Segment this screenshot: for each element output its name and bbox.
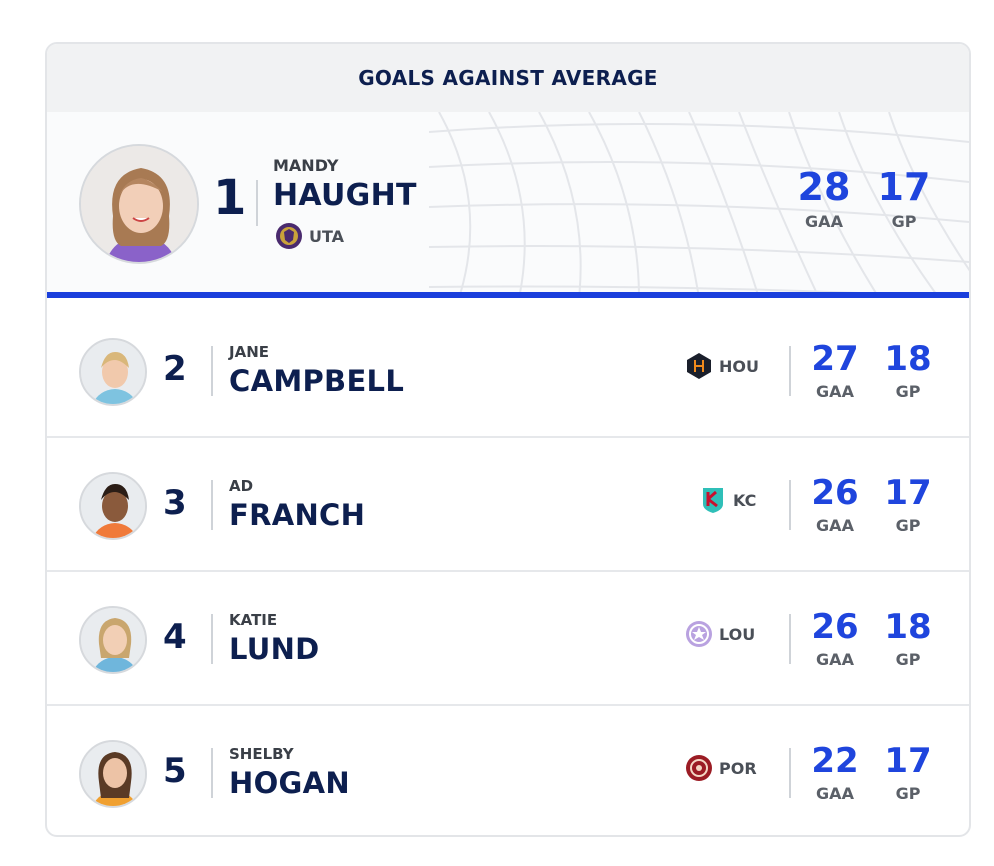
gp-stat: 18 GP xyxy=(877,342,939,401)
team-badge[interactable]: LOU xyxy=(685,620,755,648)
gp-label: GP xyxy=(895,784,921,803)
rank: 2 xyxy=(163,349,187,389)
gp-value: 18 xyxy=(884,607,932,647)
team-badge[interactable]: HOU xyxy=(685,352,759,380)
player-first-name: MANDY xyxy=(273,156,339,175)
gaa-label: GAA xyxy=(816,382,854,401)
gp-label: GP xyxy=(895,650,921,669)
leader-row[interactable]: 1 MANDY HAUGHT UTA 28 GAA 17 GP xyxy=(47,112,969,298)
portland-thorns-crest-icon xyxy=(686,755,712,781)
player-first-name: SHELBY xyxy=(229,745,294,763)
goals-against-average-card: GOALS AGAINST AVERAGE xyxy=(45,42,971,837)
player-first-name: JANE xyxy=(229,343,269,361)
gp-value: 18 xyxy=(884,339,932,379)
gaa-value: 28 xyxy=(797,165,851,209)
team-badge[interactable]: KC xyxy=(699,486,756,514)
card-header: GOALS AGAINST AVERAGE xyxy=(47,44,969,112)
table-row[interactable]: 2 JANE CAMPBELL HOU 27 GAA 18 GP xyxy=(47,304,969,438)
player-last-name[interactable]: LUND xyxy=(229,632,320,666)
team-abbreviation: UTA xyxy=(309,226,345,246)
gp-stat: 17 GP xyxy=(873,168,935,231)
player-first-name: AD xyxy=(229,477,254,495)
table-row[interactable]: 3 AD FRANCH KC 26 GAA 17 GP xyxy=(47,438,969,572)
rank: 3 xyxy=(163,483,187,523)
gaa-label: GAA xyxy=(816,516,854,535)
gaa-label: GAA xyxy=(816,784,854,803)
utah-royals-crest-icon xyxy=(276,223,302,249)
gp-stat: 17 GP xyxy=(877,744,939,803)
player-avatar xyxy=(79,740,147,808)
player-last-name[interactable]: HAUGHT xyxy=(273,178,417,213)
table-row[interactable]: 5 SHELBY HOGAN POR 22 GAA 17 GP xyxy=(47,706,969,835)
divider xyxy=(256,180,258,226)
gp-label: GP xyxy=(895,382,921,401)
rank: 4 xyxy=(163,617,187,657)
card-title: GOALS AGAINST AVERAGE xyxy=(358,66,658,90)
team-abbreviation: POR xyxy=(719,758,757,778)
team-abbreviation: LOU xyxy=(719,624,756,644)
gp-value: 17 xyxy=(877,165,931,209)
gp-stat: 18 GP xyxy=(877,610,939,669)
team-abbreviation: KC xyxy=(733,490,757,510)
gaa-stat: 26 GAA xyxy=(801,476,869,535)
gaa-value: 26 xyxy=(811,607,859,647)
gaa-stat: 27 GAA xyxy=(801,342,869,401)
player-last-name[interactable]: HOGAN xyxy=(229,766,350,800)
player-avatar xyxy=(79,144,199,264)
gp-value: 17 xyxy=(884,741,932,781)
gp-stat: 17 GP xyxy=(877,476,939,535)
divider xyxy=(211,346,213,396)
goal-net-background xyxy=(429,112,969,292)
divider xyxy=(789,748,791,798)
gaa-stat: 22 GAA xyxy=(801,744,869,803)
divider xyxy=(789,614,791,664)
racing-louisville-crest-icon xyxy=(686,621,712,647)
team-badge[interactable]: POR xyxy=(685,754,757,782)
table-row[interactable]: 4 KATIE LUND LOU 26 GAA 18 GP xyxy=(47,572,969,706)
player-avatar xyxy=(79,606,147,674)
kc-current-crest-icon xyxy=(703,488,723,513)
gaa-stat: 26 GAA xyxy=(801,610,869,669)
gaa-value: 27 xyxy=(811,339,859,379)
gp-label: GP xyxy=(891,212,917,231)
gp-label: GP xyxy=(895,516,921,535)
divider xyxy=(211,614,213,664)
rank: 1 xyxy=(213,170,247,226)
rank: 5 xyxy=(163,751,187,791)
divider xyxy=(211,748,213,798)
player-last-name[interactable]: CAMPBELL xyxy=(229,364,405,398)
gaa-label: GAA xyxy=(805,212,843,231)
gaa-value: 26 xyxy=(811,473,859,513)
divider xyxy=(789,480,791,530)
houston-dash-crest-icon xyxy=(687,353,711,379)
gaa-label: GAA xyxy=(816,650,854,669)
player-first-name: KATIE xyxy=(229,611,278,629)
gaa-value: 22 xyxy=(811,741,859,781)
gp-value: 17 xyxy=(884,473,932,513)
team-badge[interactable]: UTA xyxy=(275,222,344,250)
team-abbreviation: HOU xyxy=(719,356,759,376)
player-avatar xyxy=(79,472,147,540)
divider xyxy=(211,480,213,530)
divider xyxy=(789,346,791,396)
player-last-name[interactable]: FRANCH xyxy=(229,498,366,532)
player-avatar xyxy=(79,338,147,406)
gaa-stat: 28 GAA xyxy=(789,168,859,231)
